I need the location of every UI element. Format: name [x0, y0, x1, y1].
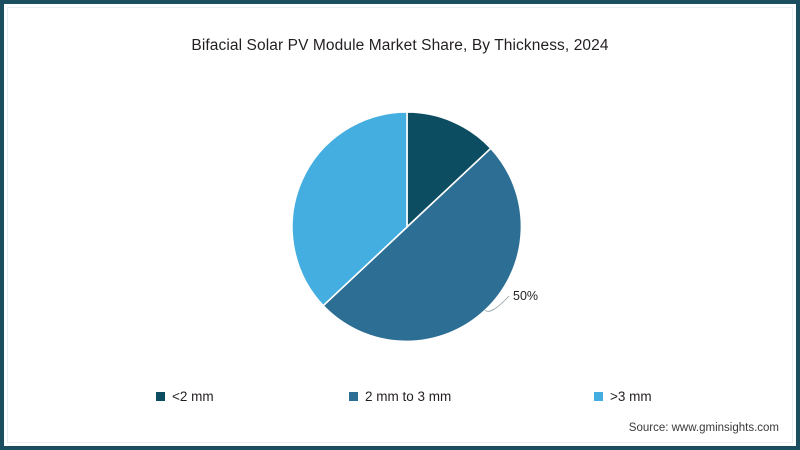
card-inner-border — [7, 7, 793, 443]
leader-line-50 — [484, 295, 510, 312]
pie-slice-gt-3mm[interactable] — [291, 111, 408, 307]
page-title: Bifacial Solar PV Module Market Share, B… — [191, 37, 609, 54]
source-attribution: Source: www.gminsights.com — [628, 422, 779, 434]
pie-slices — [291, 111, 523, 343]
pie-chart-svg: 50% — [291, 111, 538, 343]
legend-item-gt-3mm[interactable]: >3 mm — [594, 385, 652, 407]
pie-slice-lt-2mm[interactable] — [406, 111, 492, 228]
legend-item-label: 2 mm to 3 mm — [365, 388, 452, 404]
legend-swatch-icon — [156, 391, 165, 401]
pie-chart: 50% — [4, 4, 796, 446]
legend-item-2mm-to-3mm[interactable]: 2 mm to 3 mm — [349, 385, 451, 407]
pie-value-label-50: 50% — [513, 289, 538, 303]
legend: <2 mm 2 mm to 3 mm >3 mm — [4, 385, 796, 407]
legend-item-label: >3 mm — [610, 388, 652, 404]
legend-item-label: <2 mm — [172, 388, 214, 404]
legend-swatch-icon — [349, 391, 358, 401]
legend-swatch-icon — [594, 391, 603, 401]
legend-item-lt-2mm[interactable]: <2 mm — [156, 385, 214, 407]
